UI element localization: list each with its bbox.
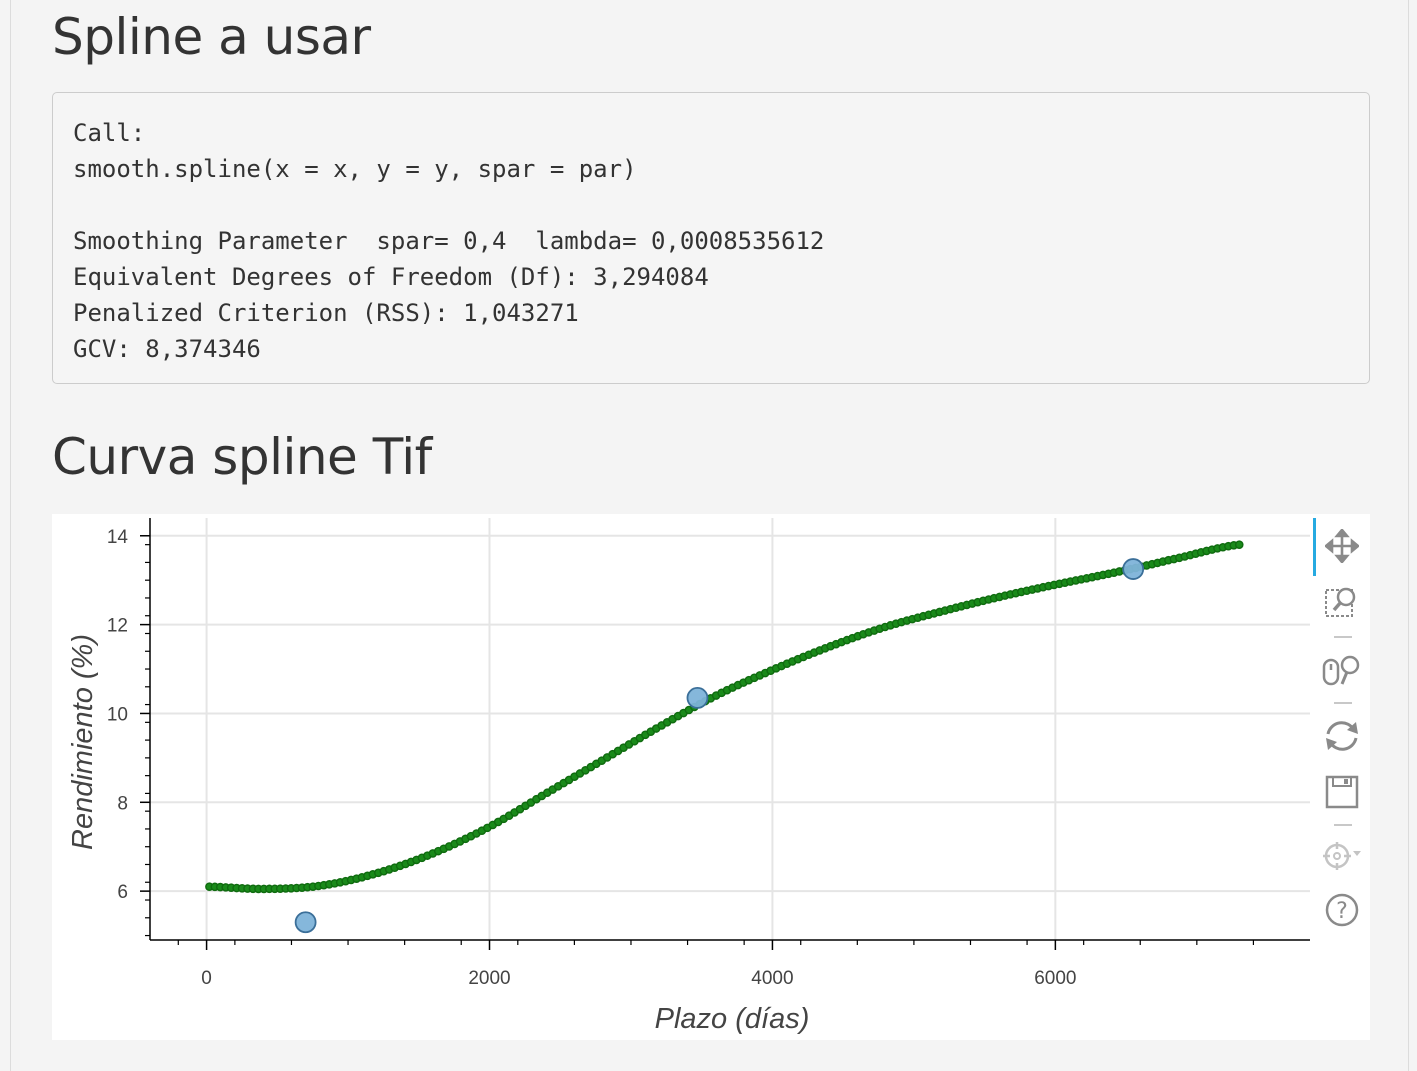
observed-point <box>1122 558 1145 580</box>
bokeh-plot-panel[interactable]: 6 8 10 12 14 0 2000 4000 6000 Plazo (días) Rendi… <box>52 514 1370 1040</box>
spline-point <box>1234 540 1244 549</box>
crosshair-icon <box>1323 842 1361 870</box>
output-line-smoothing: Smoothing Parameter spar= 0,4 lambda= 0,… <box>73 227 825 255</box>
toolbar-separator <box>1334 824 1352 826</box>
y-tick-label: 12 <box>107 616 128 637</box>
output-line-gcv: GCV: 8,374346 <box>73 335 261 363</box>
grid <box>150 518 1310 940</box>
crosshair-tool-button[interactable] <box>1322 836 1362 876</box>
y-axis-label: Rendimiento (%) <box>67 634 99 850</box>
y-tick-label: 6 <box>117 882 128 903</box>
axes: 6 8 10 12 14 0 2000 4000 6000 <box>107 518 1310 989</box>
box-zoom-tool-button[interactable] <box>1322 582 1362 622</box>
box-zoom-icon <box>1325 587 1356 617</box>
section-title-spline: Spline a usar <box>52 8 371 66</box>
help-tool-button[interactable]: ? <box>1322 890 1362 930</box>
reset-tool-button[interactable] <box>1322 716 1362 756</box>
r-output-block: Call: smooth.spline(x = x, y = y, spar = … <box>52 92 1370 384</box>
observed-point <box>294 911 317 934</box>
y-tick-label: 8 <box>117 793 128 814</box>
wheel-zoom-tool-button[interactable] <box>1322 650 1362 690</box>
plot-toolbar: ? <box>1312 518 1370 938</box>
x-tick-label: 0 <box>201 968 212 989</box>
x-tick-label: 4000 <box>751 968 793 989</box>
x-tick-label: 2000 <box>468 968 510 989</box>
observed-point <box>686 687 709 709</box>
output-line-blank <box>73 187 1349 223</box>
page-border-left <box>10 0 11 1071</box>
spline-chart[interactable]: 6 8 10 12 14 0 2000 4000 6000 Plazo (días) Rendi… <box>52 514 1312 1040</box>
spline-series <box>205 540 1244 894</box>
toolbar-separator <box>1334 702 1352 704</box>
output-line-df: Equivalent Degrees of Freedom (Df): 3,29… <box>73 263 709 291</box>
x-tick-label: 6000 <box>1034 968 1076 989</box>
toolbar-separator <box>1334 636 1352 638</box>
section-title-curve: Curva spline Tif <box>52 428 432 486</box>
pan-icon <box>1325 529 1359 563</box>
output-line-rss: Penalized Criterion (RSS): 1,043271 <box>73 299 579 327</box>
help-icon: ? <box>1325 893 1359 927</box>
x-axis-label: Plazo (días) <box>655 1003 810 1035</box>
save-tool-button[interactable] <box>1322 772 1362 812</box>
svg-text:?: ? <box>1336 899 1348 924</box>
reset-icon <box>1326 721 1358 751</box>
output-line-function: smooth.spline(x = x, y = y, spar = par) <box>73 155 637 183</box>
observed-points-series <box>294 558 1145 934</box>
active-tool-indicator <box>1313 518 1316 576</box>
wheel-zoom-icon <box>1322 655 1360 686</box>
pan-tool-button[interactable] <box>1322 526 1362 566</box>
output-line-call: Call: <box>73 119 146 147</box>
y-tick-label: 14 <box>107 527 129 548</box>
page-border-right <box>1408 0 1409 1071</box>
save-icon <box>1325 775 1359 809</box>
y-tick-label: 10 <box>107 704 128 725</box>
